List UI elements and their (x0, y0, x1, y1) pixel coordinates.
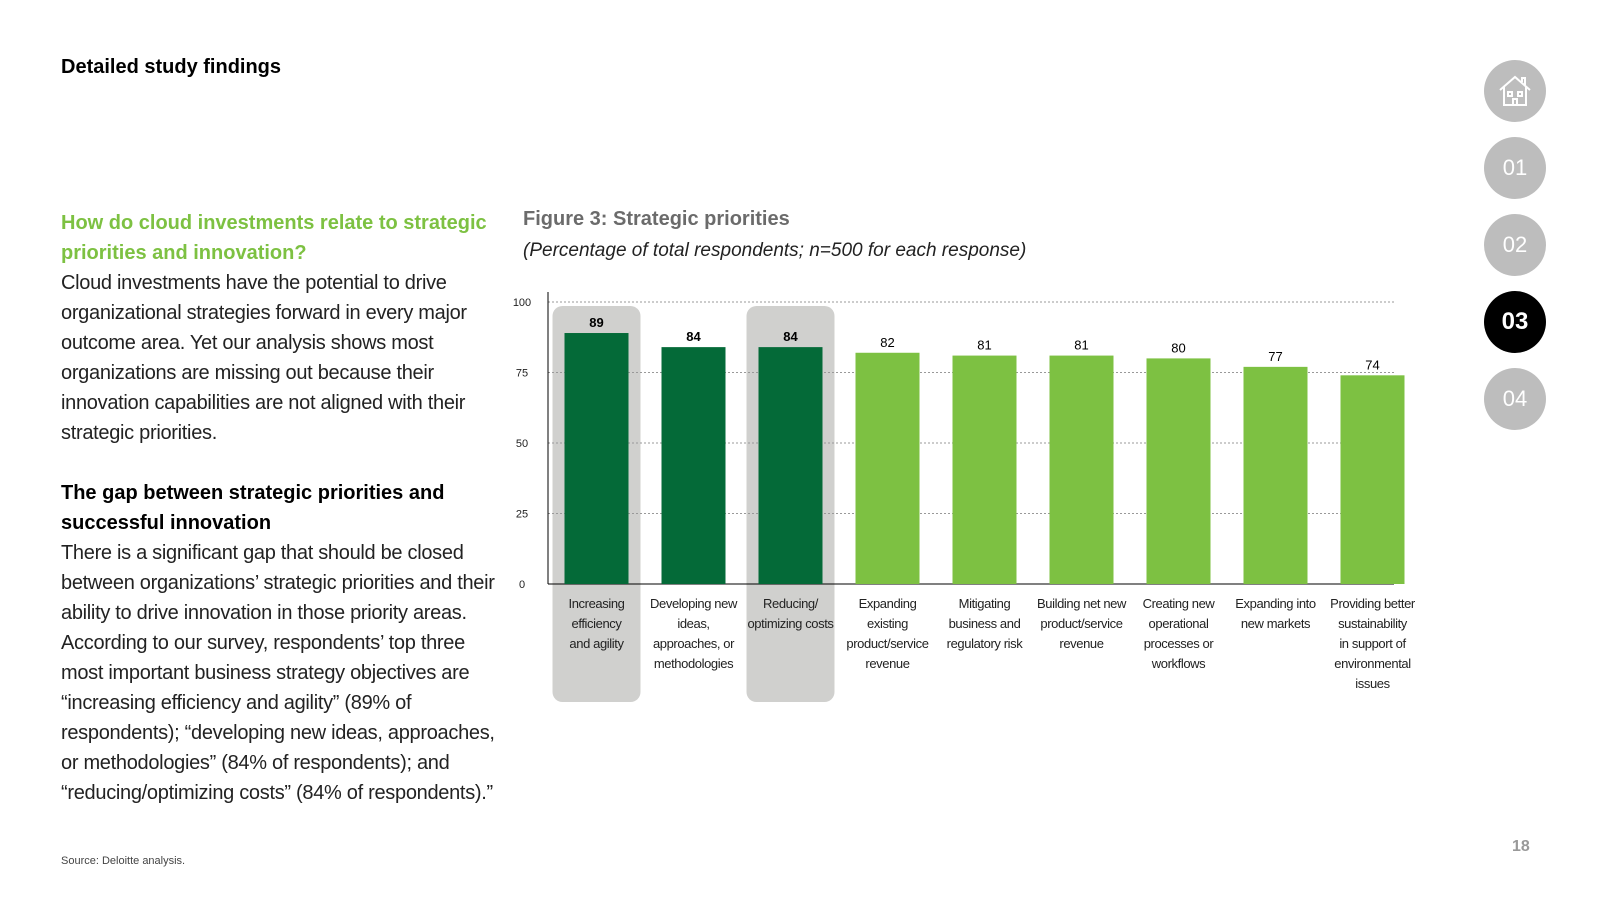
y-tick-label: 75 (516, 368, 528, 380)
bar (855, 352, 920, 584)
section-heading-cloud-investments: How do cloud investments relate to strat… (61, 212, 487, 264)
section-heading-gap: The gap between strategic priorities and… (61, 482, 445, 534)
intro-paragraph: Cloud investments have the potential to … (61, 272, 467, 444)
figure-subtitle: (Percentage of total respondents; n=500 … (523, 240, 1027, 261)
y-tick-label: 25 (516, 509, 528, 521)
nav-section-04-button[interactable]: 04 (1484, 368, 1546, 430)
data-label: 89 (589, 315, 603, 330)
source-note: Source: Deloitte analysis. (61, 855, 186, 867)
data-label: 84 (686, 329, 701, 344)
x-tick-label: Creating new operational processes or workf… (1143, 596, 1216, 671)
y-tick-label: 50 (516, 438, 528, 450)
x-tick-label: Mitigating business and regulatory risk (947, 596, 1024, 651)
bar (564, 333, 629, 584)
x-tick-label: Building net new product/service revenue (1037, 596, 1127, 651)
bar (952, 355, 1017, 584)
bar (1243, 366, 1308, 584)
home-icon (1499, 75, 1531, 106)
y-tick-label: 100 (513, 297, 531, 309)
nav-section-01-button[interactable]: 01 (1484, 137, 1546, 199)
data-label: 74 (1365, 357, 1379, 372)
intro-text-column: How do cloud investments relate to strat… (61, 208, 501, 808)
x-tick-label: Providing better sustainability in support… (1330, 596, 1416, 691)
nav-section-03-button[interactable]: 03 (1484, 291, 1546, 353)
bar (1049, 355, 1114, 584)
x-tick-label: Reducing/optimizing costs (747, 596, 834, 631)
y-tick-label: 0 (519, 579, 525, 591)
data-label: 77 (1268, 349, 1282, 364)
bar (1340, 375, 1405, 584)
gap-paragraph: There is a significant gap that should b… (61, 542, 495, 804)
section-nav: 01 02 03 04 (1484, 60, 1546, 445)
strategic-priorities-bar-chart: 0 25 50 75 100 89 Increasing efficiency and agil… (513, 292, 1416, 702)
data-label: 82 (880, 335, 894, 350)
bar (661, 347, 726, 584)
bar (758, 347, 823, 584)
x-tick-label: Increasing efficiency and agility (569, 596, 625, 651)
data-label: 84 (783, 329, 798, 344)
x-tick-label: Expanding into new markets (1235, 596, 1316, 631)
page-title: Detailed study findings (61, 56, 282, 78)
data-label: 81 (1074, 338, 1088, 353)
data-label: 81 (977, 338, 991, 353)
x-tick-label: Expanding existing product/service revenue (846, 596, 928, 671)
nav-section-02-button[interactable]: 02 (1484, 214, 1546, 276)
page-number: 18 (1512, 838, 1530, 855)
x-tick-label: Developing new ideas, approaches, or method… (650, 596, 738, 671)
data-label: 80 (1171, 340, 1185, 355)
bar (1146, 358, 1211, 584)
nav-home-button[interactable] (1484, 60, 1546, 122)
figure-title: Figure 3: Strategic priorities (523, 208, 790, 230)
